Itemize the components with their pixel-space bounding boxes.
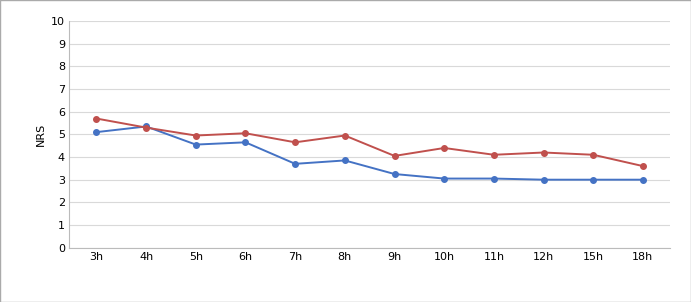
- MI: [490, 177, 498, 180]
- MPCA: [638, 164, 647, 168]
- MI: [440, 177, 448, 180]
- MPCA: [341, 134, 349, 137]
- MPCA: [93, 117, 101, 120]
- MPCA: [440, 146, 448, 150]
- MPCA: [142, 126, 150, 130]
- MI: [341, 159, 349, 162]
- MPCA: [241, 131, 249, 135]
- MI: [390, 172, 399, 176]
- Line: MI: MI: [94, 124, 645, 182]
- MPCA: [490, 153, 498, 157]
- MI: [191, 143, 200, 146]
- Y-axis label: NRS: NRS: [35, 123, 46, 146]
- MI: [241, 140, 249, 144]
- MPCA: [191, 134, 200, 137]
- MPCA: [540, 151, 548, 154]
- MI: [638, 178, 647, 182]
- MPCA: [390, 154, 399, 158]
- MI: [142, 125, 150, 128]
- MI: [540, 178, 548, 182]
- MI: [291, 162, 299, 165]
- MPCA: [589, 153, 598, 157]
- Line: MPCA: MPCA: [94, 116, 645, 169]
- MI: [589, 178, 598, 182]
- MPCA: [291, 140, 299, 144]
- MI: [93, 130, 101, 134]
